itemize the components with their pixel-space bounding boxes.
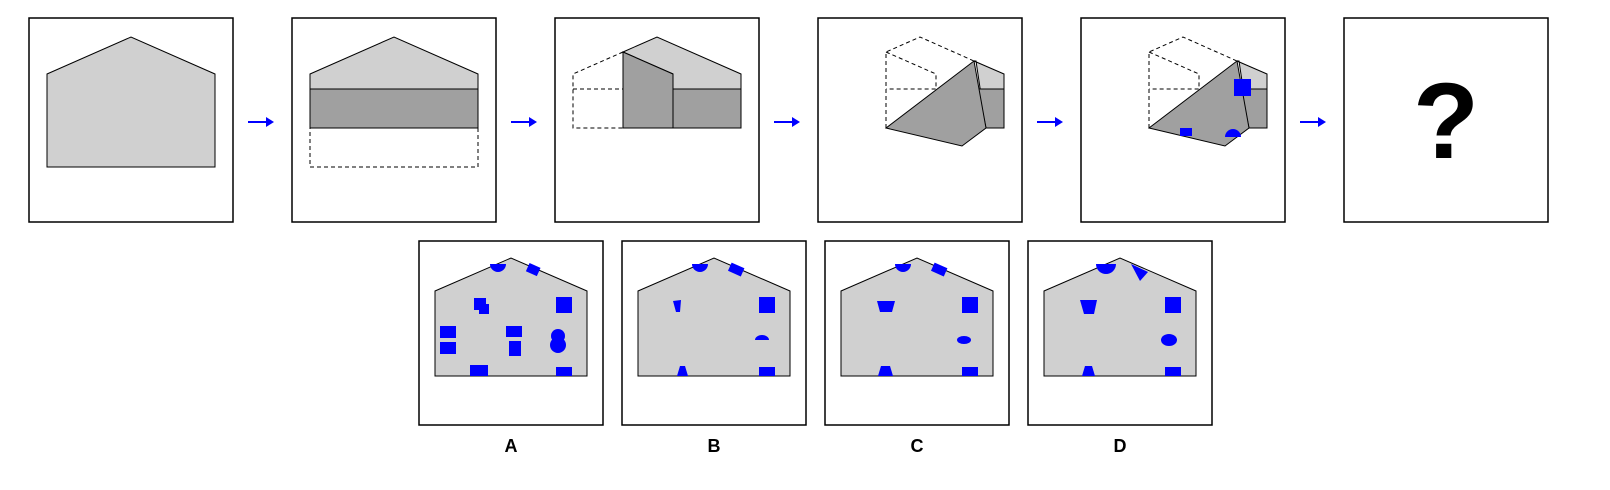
folded-flap xyxy=(884,60,987,147)
fold-origin-outline xyxy=(309,127,479,168)
fold-origin-outline xyxy=(572,51,624,129)
semicircle-hole xyxy=(490,264,506,272)
paper-top xyxy=(309,36,479,90)
square-hole xyxy=(479,304,489,314)
semicircle-hole xyxy=(1161,334,1177,346)
semicircle-hole xyxy=(755,335,769,340)
square-hole xyxy=(440,326,456,338)
question-panel: ? xyxy=(1343,17,1549,223)
step-3-panel xyxy=(554,17,760,223)
square-hole xyxy=(556,367,572,376)
option-c-paper xyxy=(840,257,994,377)
arrow-5 xyxy=(1300,117,1326,127)
square-hole xyxy=(1180,128,1192,136)
folded-flap xyxy=(622,51,674,129)
option-a-label: A xyxy=(505,436,518,456)
option-b-holes xyxy=(673,262,775,376)
folded-strip xyxy=(309,88,479,129)
trapezoid-hole xyxy=(878,366,893,376)
option-a-holes xyxy=(440,262,572,376)
step-4-panel xyxy=(817,17,1023,223)
question-frame xyxy=(1343,17,1549,223)
option-b-label: B xyxy=(708,436,721,456)
paper-shape xyxy=(46,36,216,168)
option-a-paper xyxy=(434,257,588,377)
step-5-panel xyxy=(1080,17,1286,223)
semicircle-hole xyxy=(692,264,708,272)
square-hole xyxy=(1234,79,1251,96)
option-d[interactable]: D xyxy=(1027,240,1213,456)
arrow-1 xyxy=(248,117,274,127)
square-hole xyxy=(440,342,456,354)
option-d-holes xyxy=(1080,264,1181,376)
square-hole xyxy=(962,367,978,376)
ellipse-hole xyxy=(957,336,971,344)
square-hole xyxy=(930,262,948,277)
trapezoid-hole xyxy=(677,366,688,376)
arrow-2 xyxy=(511,117,537,127)
square-hole xyxy=(509,341,521,356)
square-hole xyxy=(470,365,488,376)
semicircle-hole xyxy=(1096,264,1116,274)
semicircle-hole xyxy=(1225,129,1241,137)
square-hole xyxy=(556,297,572,313)
semicircle-hole xyxy=(895,264,911,272)
square-hole xyxy=(506,326,522,337)
square-hole xyxy=(1165,367,1181,376)
question-mark: ? xyxy=(1413,60,1479,181)
option-b-paper xyxy=(637,257,791,377)
step-2-panel xyxy=(291,17,497,223)
square-hole xyxy=(759,297,775,313)
triangle-hole xyxy=(1131,264,1148,281)
folded-flap xyxy=(1147,60,1250,147)
option-c-label: C xyxy=(911,436,924,456)
square-hole xyxy=(525,262,541,277)
step-1-panel xyxy=(28,17,234,223)
trapezoid-hole xyxy=(673,300,681,312)
circle-hole xyxy=(550,337,566,353)
option-a[interactable]: A xyxy=(418,240,604,456)
square-hole xyxy=(727,262,745,277)
option-b[interactable]: B xyxy=(621,240,807,456)
square-hole xyxy=(1165,297,1181,313)
folded-strip xyxy=(672,88,742,129)
trapezoid-hole xyxy=(1080,300,1097,314)
square-hole xyxy=(962,297,978,313)
option-d-paper xyxy=(1043,257,1197,377)
trapezoid-hole xyxy=(1082,366,1095,376)
option-c-holes xyxy=(877,262,978,376)
trapezoid-hole xyxy=(877,301,895,312)
option-d-label: D xyxy=(1114,436,1127,456)
arrow-4 xyxy=(1037,117,1063,127)
arrow-3 xyxy=(774,117,800,127)
option-c[interactable]: C xyxy=(824,240,1010,456)
square-hole xyxy=(759,367,775,376)
